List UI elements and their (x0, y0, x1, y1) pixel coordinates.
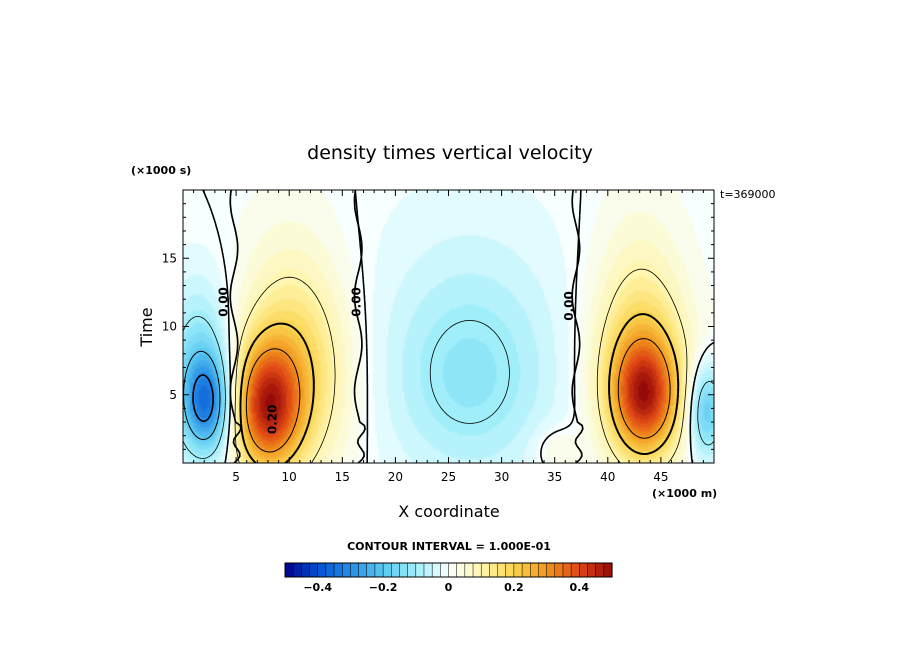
colorbar-cell (440, 562, 450, 578)
x-tick-label: 25 (441, 470, 456, 484)
contour-line (239, 313, 680, 463)
colorbar-cell (284, 562, 294, 578)
colorbar-cell (407, 562, 417, 578)
colorbar-tick-label: 0.4 (570, 581, 590, 594)
contour-line (245, 338, 671, 453)
colorbar-cell (562, 562, 572, 578)
colorbar-cell (325, 562, 335, 578)
colorbar-cell (366, 562, 376, 578)
colorbar-cell (301, 562, 311, 578)
colorbar-cell (423, 562, 433, 578)
colorbar-cell (521, 562, 531, 578)
colorbar-cell (399, 562, 409, 578)
y-unit-label: (×1000 s) (131, 164, 191, 177)
zero-contour (353, 190, 366, 463)
contour-label: 0.00 (562, 291, 576, 321)
colorbar-cell (431, 562, 441, 578)
colorbar-tick-label: −0.4 (303, 581, 332, 594)
colorbar-tick-label: 0 (445, 581, 453, 594)
zero-contour (571, 190, 584, 463)
time-stamp: t=369000 (720, 188, 776, 201)
contour-label: 0.00 (217, 287, 231, 317)
colorbar-cell (538, 562, 548, 578)
y-tick-label: 5 (169, 388, 177, 402)
y-tick-label: 10 (162, 320, 177, 334)
x-tick-label: 5 (232, 470, 240, 484)
x-tick-label: 45 (653, 470, 668, 484)
x-tick-label: 15 (335, 470, 350, 484)
y-axis-label: Time (137, 307, 156, 347)
x-tick-label: 10 (282, 470, 297, 484)
plot-area: 0.00 0.00 0.00 0.20 5 10 15 20 25 30 35 40 45 5 10 15 (162, 189, 715, 484)
colorbar-cell (472, 562, 482, 578)
contour-line (192, 374, 214, 422)
colorbar-tick-label: −0.2 (369, 581, 398, 594)
colorbar-cell (456, 562, 466, 578)
colorbar-cell (309, 562, 319, 578)
colorbar-cell (587, 562, 597, 578)
colorbar-cell (546, 562, 556, 578)
shaded-field (183, 190, 714, 463)
colorbar-cell (554, 562, 564, 578)
zero-contour (229, 190, 242, 463)
colorbar-cell (603, 562, 613, 578)
x-tick-label: 40 (600, 470, 615, 484)
contour-interval-note: CONTOUR INTERVAL = 1.000E-01 (347, 540, 551, 553)
colorbar: −0.4 −0.2 0 0.2 0.4 (284, 562, 613, 594)
colorbar-cell (513, 562, 523, 578)
colorbar-cell (570, 562, 580, 578)
colorbar-cell (333, 562, 343, 578)
colorbar-cell (317, 562, 327, 578)
colorbar-cell (382, 562, 392, 578)
x-tick-label: 35 (547, 470, 562, 484)
y-tick-label: 15 (162, 251, 177, 265)
colorbar-cell (415, 562, 425, 578)
contour-line (183, 350, 221, 440)
x-axis-label: X coordinate (398, 502, 499, 521)
colorbar-cell (391, 562, 400, 578)
chart-title: density times vertical velocity (307, 142, 593, 164)
x-tick-label: 20 (388, 470, 403, 484)
colorbar-frame (284, 562, 613, 578)
colorbar-cell (358, 562, 368, 578)
x-tick-label: 30 (494, 470, 509, 484)
colorbar-cell (579, 562, 589, 578)
colorbar-cell (480, 562, 490, 578)
colorbar-cell (341, 562, 351, 578)
colorbar-cell (448, 562, 458, 578)
colorbar-cell (350, 562, 360, 578)
x-unit-label: (×1000 m) (652, 487, 717, 500)
colorbar-cell (489, 562, 499, 578)
colorbar-cell (292, 562, 302, 578)
contour-label: 0.20 (266, 404, 280, 434)
colorbar-cell (374, 562, 384, 578)
contour-labels: 0.00 0.00 0.00 0.20 (217, 287, 576, 434)
colorbar-cell (530, 562, 539, 578)
axis-ticks: 5 10 15 20 25 30 35 40 45 5 10 15 (162, 190, 714, 484)
colorbar-cell (505, 562, 515, 578)
colorbar-cell (464, 562, 474, 578)
contour-label: 0.00 (349, 287, 363, 317)
colorbar-tick-label: 0.2 (504, 581, 524, 594)
contour-lines (183, 190, 714, 463)
contour-line (183, 316, 714, 459)
colorbar-cell (497, 562, 507, 578)
colorbar-cell (595, 562, 605, 578)
